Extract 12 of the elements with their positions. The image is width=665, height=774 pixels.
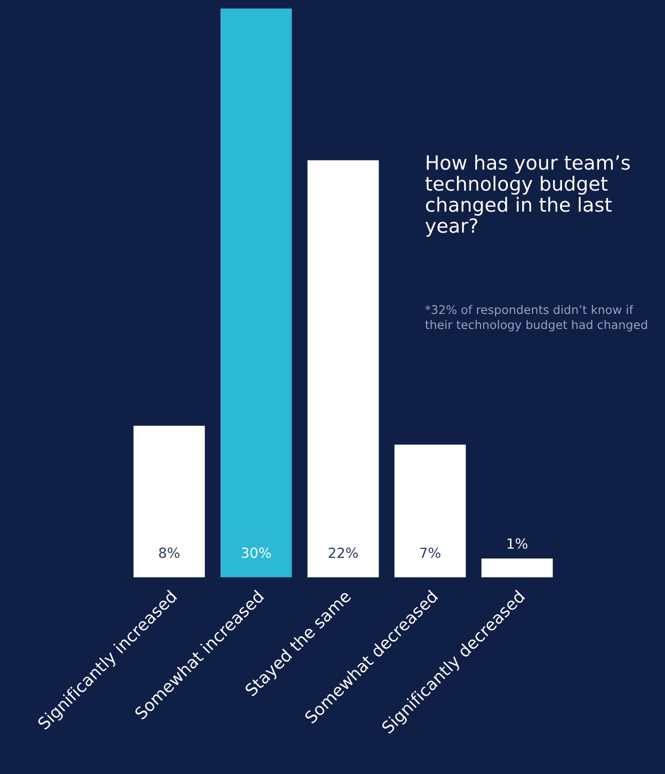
bar (481, 558, 553, 578)
bar (220, 8, 292, 578)
data-label: 22% (328, 548, 358, 558)
bar (307, 160, 379, 578)
data-label: 30% (242, 548, 271, 558)
bar (134, 426, 205, 578)
data-label: 8% (159, 548, 180, 558)
data-label: 1% (508, 538, 528, 549)
data-label: 7% (420, 548, 440, 558)
annotation: *32% of respondents didn’t know if their technology budget had changed (425, 304, 647, 332)
text: How has your team’s technology budget changed in the last year? (425, 154, 630, 237)
bar (394, 444, 466, 578)
